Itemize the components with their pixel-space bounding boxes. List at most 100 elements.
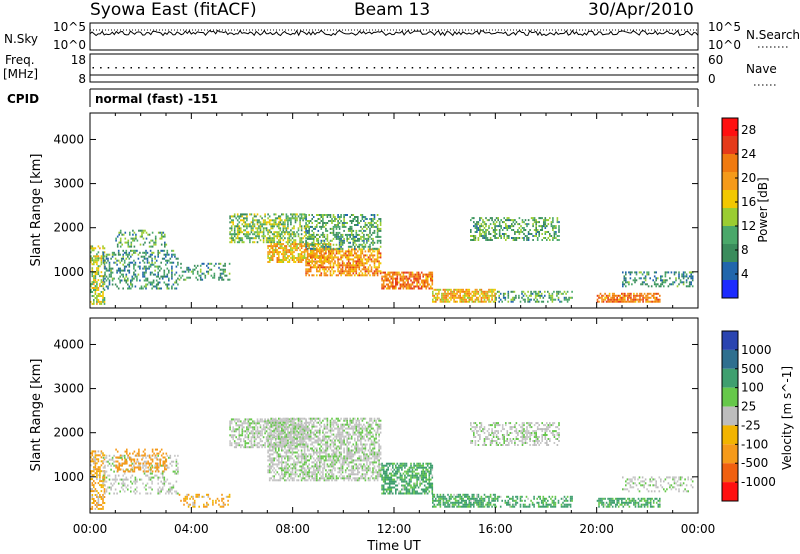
power-cell (357, 250, 359, 253)
power-cell (690, 273, 692, 276)
power-cell (335, 218, 338, 220)
power-cell (281, 243, 283, 246)
power-cell (343, 254, 345, 257)
power-cell (445, 300, 448, 303)
velocity-cell (302, 428, 304, 431)
power-cell (177, 261, 179, 264)
velocity-cell (271, 435, 274, 438)
power-cell (253, 219, 256, 222)
power-cell (405, 285, 408, 288)
power-cell (100, 285, 103, 288)
power-cell (488, 219, 490, 222)
power-cell (296, 245, 298, 248)
velocity-cell (127, 478, 129, 481)
power-cell (134, 251, 137, 254)
power-cell (373, 225, 376, 228)
power-cell (102, 247, 104, 250)
power-cell (633, 300, 635, 303)
power-cell (120, 269, 123, 272)
power-cell (654, 296, 656, 299)
power-cell (660, 285, 662, 288)
power-cell (684, 271, 686, 274)
power-cell (340, 268, 342, 271)
velocity-cell (148, 468, 150, 471)
power-cell (329, 214, 332, 216)
power-cell (196, 272, 199, 275)
velocity-cell (174, 454, 176, 457)
velocity-cell (104, 472, 106, 475)
power-cell (551, 294, 554, 297)
velocity-cell (115, 456, 117, 459)
power-cell (379, 270, 382, 273)
power-cell (145, 279, 147, 282)
power-cell (309, 256, 312, 259)
velocity-cell (259, 418, 262, 421)
power-cell (285, 219, 288, 222)
power-cell (527, 233, 530, 235)
power-cell (284, 223, 286, 226)
power-cell (300, 247, 303, 250)
velocity-cell (177, 466, 179, 469)
power-cell (285, 249, 288, 252)
velocity-cell (284, 445, 286, 448)
velocity-cell (118, 468, 120, 471)
power-cell (308, 270, 310, 273)
power-cell (467, 292, 469, 295)
power-cell (512, 219, 515, 222)
power-cell (364, 266, 367, 269)
power-cell (93, 302, 95, 305)
power-cell (413, 281, 415, 284)
velocity-cell (243, 420, 245, 423)
power-cell (483, 231, 486, 233)
power-cell (536, 300, 538, 303)
power-cell (372, 272, 374, 275)
power-cell (524, 300, 526, 303)
power-cell (102, 281, 104, 284)
power-cell (382, 271, 385, 274)
power-cell (268, 251, 271, 254)
velocity-cell (94, 466, 97, 469)
power-cell (309, 266, 312, 269)
power-cell (281, 233, 283, 236)
power-cell (290, 247, 292, 250)
power-cell (264, 223, 266, 226)
velocity-cell (157, 490, 159, 493)
velocity-cell (100, 456, 103, 459)
velocity-cell (236, 442, 239, 445)
velocity-cell (139, 454, 141, 457)
power-cell (265, 239, 268, 242)
power-cell (644, 275, 647, 278)
power-cell (155, 287, 158, 290)
velocity-cell (274, 427, 277, 430)
power-cell (341, 243, 344, 246)
power-cell (259, 229, 262, 232)
power-cell (153, 243, 155, 246)
power-cell (308, 264, 310, 267)
velocity-cell (249, 418, 251, 421)
power-cell (543, 223, 545, 226)
power-cell (291, 253, 294, 256)
power-cell (146, 251, 149, 254)
power-cell (142, 271, 144, 274)
power-cell (425, 279, 427, 282)
power-cell (312, 254, 315, 257)
power-cell (90, 255, 92, 258)
power-cell (358, 258, 361, 261)
power-cell (338, 225, 341, 228)
velocity-cell (273, 434, 275, 437)
power-cell (319, 250, 321, 253)
power-cell (515, 231, 518, 233)
power-cell (363, 274, 365, 277)
power-cell (91, 259, 94, 262)
power-cell (451, 292, 454, 295)
power-cell (363, 237, 365, 240)
power-cell (623, 275, 626, 278)
power-cell (249, 237, 251, 240)
power-cell (379, 241, 382, 244)
power-cell (282, 243, 285, 246)
power-cell (124, 237, 127, 240)
power-cell (320, 255, 323, 258)
velocity-cell (147, 470, 149, 473)
power-cell (302, 257, 304, 259)
power-cell (360, 254, 362, 257)
